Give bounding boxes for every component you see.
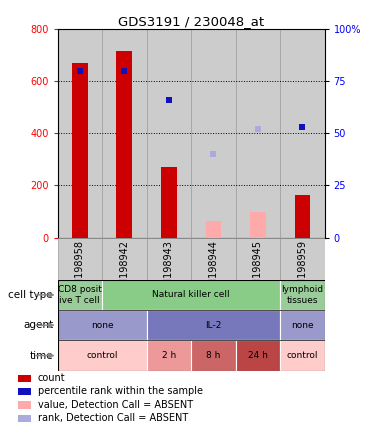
Bar (280, 29, 325, 238)
Text: lymphoid
tissues: lymphoid tissues (281, 285, 324, 305)
Bar (102, 238, 147, 280)
Bar (295, 195, 310, 238)
Text: Natural killer cell: Natural killer cell (152, 290, 230, 299)
Text: GSM198958: GSM198958 (75, 240, 85, 299)
Bar (250, 212, 266, 238)
Bar (102, 280, 280, 310)
Text: cell type: cell type (9, 290, 53, 300)
Title: GDS3191 / 230048_at: GDS3191 / 230048_at (118, 15, 264, 28)
Text: GSM198945: GSM198945 (253, 240, 263, 299)
Bar (58, 280, 102, 310)
Bar (191, 29, 236, 238)
Bar (58, 310, 147, 341)
Bar (18, 401, 31, 408)
Bar (206, 221, 221, 238)
Bar (102, 29, 147, 238)
Point (121, 67, 127, 74)
Bar (116, 52, 132, 238)
Bar (280, 310, 325, 341)
Text: CD8 posit
ive T cell: CD8 posit ive T cell (58, 285, 102, 305)
Text: agent: agent (23, 320, 53, 330)
Bar (191, 238, 236, 280)
Bar (147, 310, 280, 341)
Point (166, 96, 172, 103)
Text: 2 h: 2 h (162, 351, 176, 360)
Text: rank, Detection Call = ABSENT: rank, Detection Call = ABSENT (38, 413, 188, 423)
Bar (18, 375, 31, 382)
Bar (147, 341, 191, 371)
Bar (147, 238, 191, 280)
Bar (58, 29, 102, 238)
Text: percentile rank within the sample: percentile rank within the sample (38, 386, 203, 396)
Bar (236, 238, 280, 280)
Bar (18, 415, 31, 422)
Bar (280, 341, 325, 371)
Point (255, 126, 261, 133)
Text: GSM198959: GSM198959 (298, 240, 307, 299)
Point (210, 151, 216, 158)
Bar (58, 238, 102, 280)
Bar (58, 341, 147, 371)
Point (299, 123, 305, 131)
Bar (147, 29, 191, 238)
Text: value, Detection Call = ABSENT: value, Detection Call = ABSENT (38, 400, 193, 410)
Text: 8 h: 8 h (206, 351, 220, 360)
Bar (236, 29, 280, 238)
Text: control: control (287, 351, 318, 360)
Bar (161, 167, 177, 238)
Bar (191, 341, 236, 371)
Text: GSM198944: GSM198944 (209, 240, 218, 298)
Bar (280, 238, 325, 280)
Text: IL-2: IL-2 (205, 321, 221, 330)
Point (77, 67, 83, 74)
Bar (18, 388, 31, 395)
Text: time: time (29, 351, 53, 361)
Text: GSM198943: GSM198943 (164, 240, 174, 298)
Text: count: count (38, 373, 65, 383)
Bar (236, 341, 280, 371)
Text: 24 h: 24 h (248, 351, 268, 360)
Text: control: control (86, 351, 118, 360)
Text: GSM198942: GSM198942 (119, 240, 129, 299)
Text: none: none (91, 321, 113, 330)
Bar (72, 63, 88, 238)
Text: none: none (291, 321, 313, 330)
Bar (280, 280, 325, 310)
